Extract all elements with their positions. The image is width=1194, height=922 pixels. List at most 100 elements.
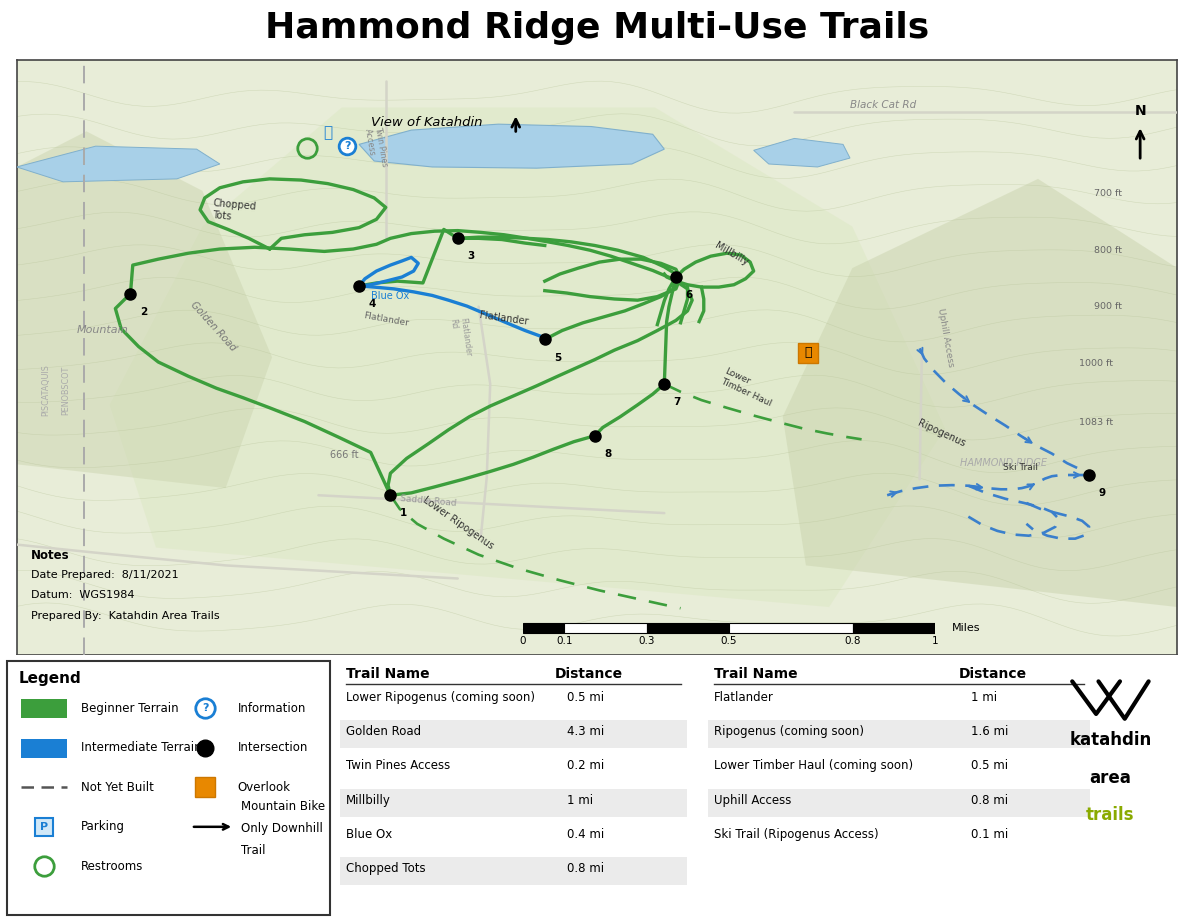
Polygon shape (783, 179, 1177, 607)
Text: Miles: Miles (952, 623, 980, 632)
Text: Ski Trail: Ski Trail (1003, 463, 1039, 472)
Bar (647, 623, 728, 632)
Bar (853, 623, 935, 632)
Text: Golden Road: Golden Road (346, 725, 421, 739)
Text: Legend: Legend (19, 670, 82, 686)
Bar (708, 788, 1090, 817)
Text: View of Katahdin: View of Katahdin (370, 116, 482, 129)
Text: Flatlander: Flatlander (363, 312, 410, 328)
Text: Lower Ripogenus: Lower Ripogenus (420, 494, 496, 550)
Text: Ⓟ: Ⓟ (324, 125, 332, 140)
Text: Only Downhill: Only Downhill (241, 822, 324, 835)
Text: Mountain: Mountain (78, 325, 129, 336)
Polygon shape (359, 124, 664, 168)
Text: 666 ft: 666 ft (330, 450, 358, 460)
Text: 2: 2 (140, 307, 147, 317)
Text: 0.8 mi: 0.8 mi (971, 794, 1008, 807)
Text: Intersection: Intersection (238, 741, 308, 754)
Text: 9: 9 (1098, 488, 1106, 498)
Bar (340, 754, 687, 783)
Text: Flatlander: Flatlander (479, 310, 529, 326)
Text: Flatlander
Rd: Flatlander Rd (449, 316, 473, 358)
Text: 0.3: 0.3 (639, 636, 654, 646)
Text: 0.4 mi: 0.4 mi (567, 828, 604, 841)
Text: Uphill Access: Uphill Access (936, 308, 955, 368)
Text: Chopped Tots: Chopped Tots (346, 862, 426, 875)
Text: Twin Pines
Access: Twin Pines Access (363, 125, 389, 169)
Text: Chopped
Tots: Chopped Tots (211, 197, 257, 224)
Text: katahdin: katahdin (1070, 731, 1151, 750)
Text: Datum:  WGS1984: Datum: WGS1984 (31, 590, 134, 600)
Text: 0.1 mi: 0.1 mi (971, 828, 1008, 841)
FancyBboxPatch shape (7, 661, 330, 916)
Text: Ripogenus (coming soon): Ripogenus (coming soon) (714, 725, 864, 739)
Text: Restrooms: Restrooms (81, 860, 143, 873)
Text: HAMMOND RIDGE: HAMMOND RIDGE (960, 457, 1047, 467)
Text: 800 ft: 800 ft (1094, 246, 1121, 254)
Text: area: area (1089, 769, 1132, 786)
Text: 1: 1 (931, 636, 938, 646)
Bar (21, 739, 67, 758)
Text: Lower
Timber Haul: Lower Timber Haul (719, 367, 777, 408)
Bar (564, 623, 647, 632)
Text: 1: 1 (400, 508, 407, 518)
Text: 1 mi: 1 mi (971, 691, 997, 703)
Text: Uphill Access: Uphill Access (714, 794, 792, 807)
Text: Trail Name: Trail Name (714, 667, 798, 680)
Text: Millbilly: Millbilly (346, 794, 392, 807)
Text: 900 ft: 900 ft (1094, 302, 1121, 312)
Text: 1083 ft: 1083 ft (1079, 419, 1114, 427)
Bar (340, 857, 687, 885)
Text: 5: 5 (554, 352, 561, 362)
Text: Trail Name: Trail Name (346, 667, 430, 680)
Text: 8: 8 (604, 449, 611, 459)
Text: Lower Ripogenus (coming soon): Lower Ripogenus (coming soon) (346, 691, 535, 703)
Polygon shape (17, 131, 272, 488)
Bar (708, 754, 1090, 783)
Text: Blue Ox: Blue Ox (346, 828, 393, 841)
Text: N: N (1134, 104, 1146, 118)
Polygon shape (110, 108, 946, 607)
Text: ?: ? (202, 703, 209, 713)
Text: Overlook: Overlook (238, 781, 290, 794)
Text: Lower Timber Haul (coming soon): Lower Timber Haul (coming soon) (714, 760, 913, 773)
Bar (708, 686, 1090, 714)
Text: Black Cat Rd: Black Cat Rd (850, 100, 916, 110)
Polygon shape (17, 147, 220, 182)
Bar (340, 720, 687, 749)
Text: 1000 ft: 1000 ft (1079, 359, 1114, 368)
Bar (708, 822, 1090, 851)
Text: 3: 3 (467, 252, 474, 262)
Text: Beginner Terrain: Beginner Terrain (81, 702, 179, 715)
Text: Ripogenus: Ripogenus (916, 418, 967, 448)
Text: Hammond Ridge Multi-Use Trails: Hammond Ridge Multi-Use Trails (265, 11, 929, 44)
Text: 0.5: 0.5 (721, 636, 737, 646)
Text: 1 mi: 1 mi (567, 794, 593, 807)
Text: P: P (41, 822, 48, 832)
Text: 6: 6 (685, 290, 693, 300)
Bar (728, 623, 853, 632)
Text: 📷: 📷 (805, 346, 812, 359)
Text: Information: Information (238, 702, 306, 715)
Text: Distance: Distance (959, 667, 1027, 680)
Text: Golden Road: Golden Road (189, 300, 238, 353)
Text: 0.5 mi: 0.5 mi (971, 760, 1008, 773)
Text: 0: 0 (519, 636, 527, 646)
Text: Blue Ox: Blue Ox (370, 291, 408, 301)
Bar (340, 822, 687, 851)
Text: trails: trails (1087, 806, 1134, 824)
Text: Prepared By:  Katahdin Area Trails: Prepared By: Katahdin Area Trails (31, 610, 220, 621)
Text: 7: 7 (673, 397, 681, 408)
Text: 4: 4 (369, 299, 376, 309)
Text: Date Prepared:  8/11/2021: Date Prepared: 8/11/2021 (31, 570, 178, 580)
Text: 0.8 mi: 0.8 mi (567, 862, 604, 875)
Bar (708, 720, 1090, 749)
Text: Intermediate Terrain: Intermediate Terrain (81, 741, 202, 754)
Text: Distance: Distance (555, 667, 623, 680)
Bar (340, 788, 687, 817)
Text: 4.3 mi: 4.3 mi (567, 725, 604, 739)
Text: ?: ? (344, 141, 351, 151)
Text: Mountain Bike: Mountain Bike (241, 800, 325, 813)
Text: 0.8: 0.8 (844, 636, 861, 646)
Text: Millbilly: Millbilly (713, 240, 750, 267)
